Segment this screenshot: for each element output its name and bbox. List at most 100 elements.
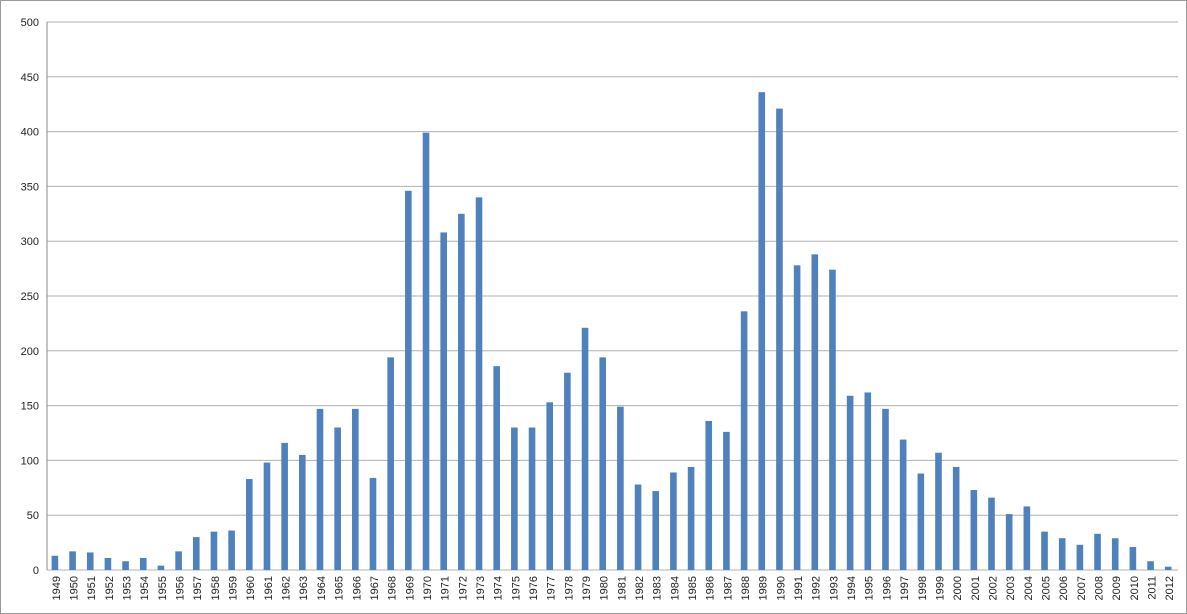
x-tick-label: 1983 bbox=[652, 576, 664, 600]
bar bbox=[546, 402, 554, 570]
x-tick-label: 2001 bbox=[970, 576, 982, 600]
x-tick-label: 1974 bbox=[493, 576, 505, 600]
y-tick-label: 350 bbox=[21, 181, 39, 193]
x-tick-label: 1969 bbox=[404, 576, 416, 600]
x-tick-label: 2006 bbox=[1058, 576, 1070, 600]
bar bbox=[511, 427, 518, 570]
bar bbox=[952, 466, 960, 570]
x-tick-label: 1973 bbox=[475, 576, 487, 600]
bar bbox=[811, 254, 819, 571]
bar bbox=[670, 472, 677, 570]
bar bbox=[617, 406, 624, 570]
bar bbox=[634, 484, 642, 570]
x-tick-label: 1964 bbox=[316, 576, 328, 600]
y-tick-label: 150 bbox=[21, 401, 39, 413]
x-tick-label: 1977 bbox=[546, 576, 558, 600]
y-tick-label: 200 bbox=[21, 346, 39, 358]
bar bbox=[192, 537, 200, 570]
bar bbox=[352, 408, 359, 570]
y-tick-label: 300 bbox=[21, 236, 39, 248]
x-tick-label: 1968 bbox=[387, 576, 399, 600]
x-tick-label: 1972 bbox=[457, 576, 469, 600]
x-tick-label: 1952 bbox=[104, 576, 116, 600]
x-tick-label: 1959 bbox=[228, 576, 240, 600]
x-tick-label: 1984 bbox=[669, 576, 681, 600]
x-tick-label: 1994 bbox=[846, 576, 858, 600]
x-tick-label: 1982 bbox=[634, 576, 646, 600]
bar bbox=[316, 408, 324, 570]
x-tick-label: 1992 bbox=[811, 576, 823, 600]
x-tick-label: 1956 bbox=[175, 576, 187, 600]
bar bbox=[599, 357, 607, 570]
y-tick-label: 450 bbox=[21, 72, 39, 84]
bar bbox=[210, 531, 218, 570]
bar bbox=[493, 366, 501, 570]
bar bbox=[1164, 566, 1172, 570]
x-tick-label: 2011 bbox=[1146, 576, 1158, 600]
bar bbox=[1041, 531, 1048, 570]
x-tick-label: 1967 bbox=[369, 576, 381, 600]
bar bbox=[793, 265, 801, 570]
x-tick-label: 1966 bbox=[351, 576, 363, 600]
x-tick-label: 1960 bbox=[245, 576, 257, 600]
bar bbox=[740, 311, 748, 570]
bar bbox=[1076, 544, 1084, 570]
bar bbox=[564, 372, 571, 570]
x-tick-label: 2002 bbox=[987, 576, 999, 600]
x-tick-label: 1989 bbox=[758, 576, 770, 600]
bar bbox=[652, 491, 660, 570]
bar bbox=[369, 477, 377, 570]
bar bbox=[104, 557, 112, 570]
x-tick-label: 1990 bbox=[775, 576, 787, 600]
x-tick-label: 1981 bbox=[616, 576, 628, 600]
bar bbox=[829, 269, 836, 570]
x-tick-label: 1995 bbox=[864, 576, 876, 600]
x-tick-label: 1962 bbox=[281, 576, 293, 600]
bar bbox=[175, 551, 182, 570]
bar bbox=[69, 551, 76, 570]
bar bbox=[263, 462, 271, 570]
bar bbox=[245, 479, 253, 570]
x-tick-label: 2007 bbox=[1076, 576, 1088, 600]
x-tick-label: 1949 bbox=[51, 576, 63, 600]
bar bbox=[581, 327, 589, 570]
x-tick-label: 1951 bbox=[86, 576, 98, 600]
bar bbox=[1129, 546, 1137, 570]
x-tick-label: 1965 bbox=[334, 576, 346, 600]
x-tick-label: 2000 bbox=[952, 576, 964, 600]
bar bbox=[1094, 533, 1101, 570]
bar bbox=[1023, 506, 1031, 570]
x-tick-label: 1996 bbox=[881, 576, 893, 600]
bar bbox=[758, 92, 766, 571]
bar bbox=[864, 392, 872, 570]
x-tick-label: 2004 bbox=[1023, 576, 1035, 600]
y-tick-label: 100 bbox=[21, 455, 39, 467]
x-tick-label: 2003 bbox=[1005, 576, 1017, 600]
x-tick-label: 1999 bbox=[934, 576, 946, 600]
x-tick-label: 1978 bbox=[563, 576, 575, 600]
x-tick-label: 1953 bbox=[122, 576, 134, 600]
x-tick-label: 1954 bbox=[139, 576, 151, 600]
bar bbox=[334, 427, 341, 570]
bar bbox=[405, 190, 412, 570]
x-tick-label: 1993 bbox=[828, 576, 840, 600]
x-tick-label: 2005 bbox=[1040, 576, 1052, 600]
bar bbox=[299, 454, 306, 570]
bar bbox=[1147, 561, 1154, 570]
x-tick-label: 1961 bbox=[263, 576, 275, 600]
x-tick-label: 1987 bbox=[722, 576, 734, 600]
x-tick-label: 2010 bbox=[1129, 576, 1141, 600]
bar bbox=[157, 565, 165, 570]
bar bbox=[458, 213, 465, 571]
x-tick-label: 1991 bbox=[793, 576, 805, 600]
x-tick-label: 1963 bbox=[298, 576, 310, 600]
bar bbox=[882, 408, 889, 570]
x-tick-label: 2008 bbox=[1093, 576, 1105, 600]
bar bbox=[1005, 514, 1013, 570]
x-tick-label: 1971 bbox=[440, 576, 452, 600]
y-tick-label: 250 bbox=[21, 291, 39, 303]
bar bbox=[935, 452, 942, 570]
bar bbox=[687, 466, 695, 570]
bar bbox=[776, 108, 783, 571]
